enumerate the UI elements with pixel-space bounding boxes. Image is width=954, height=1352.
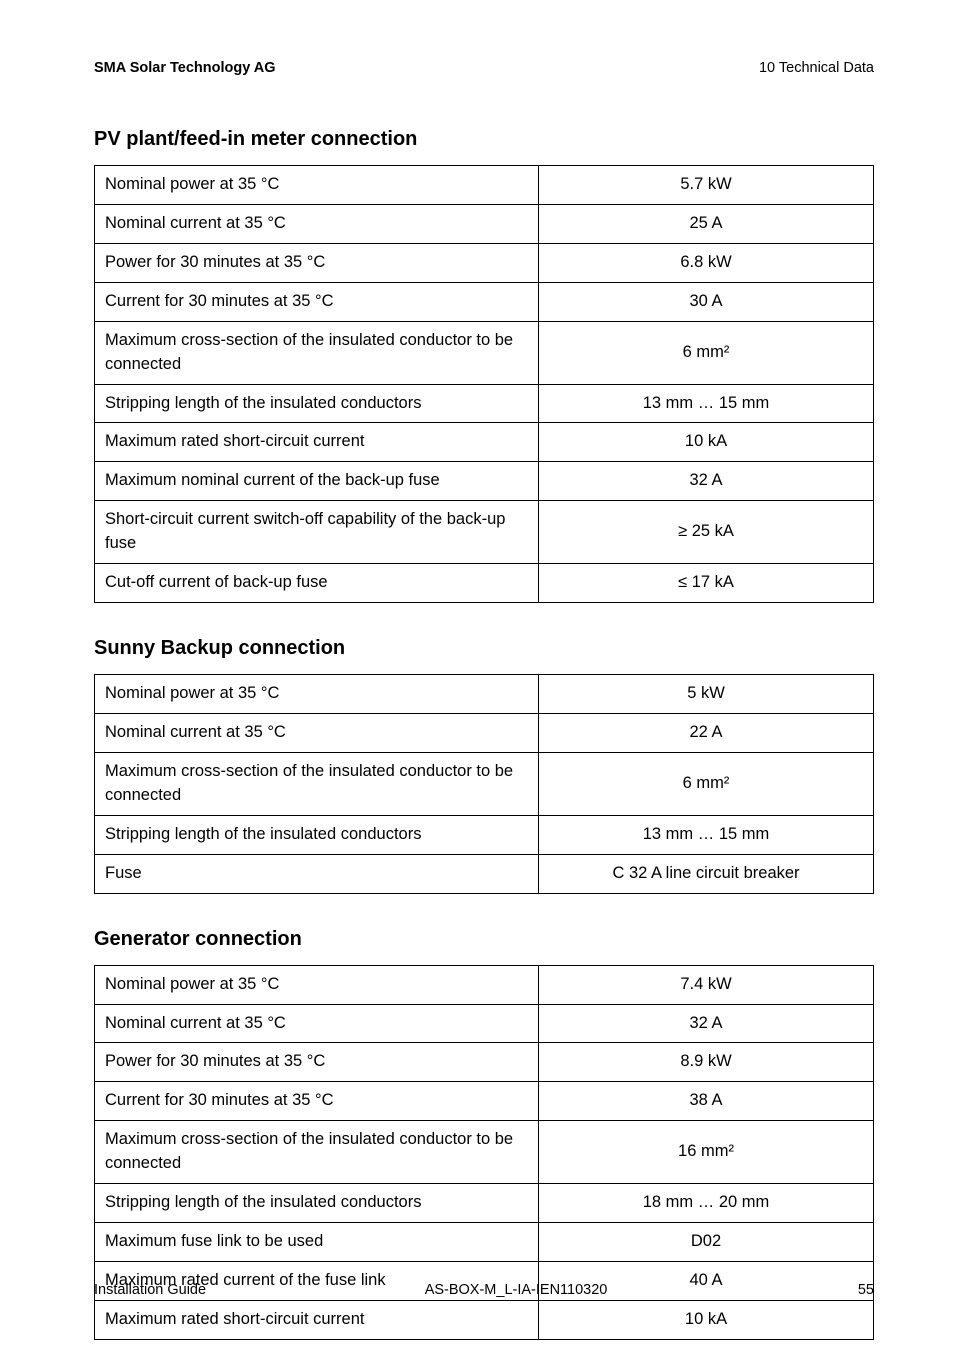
table-row: Maximum nominal current of the back-up f…: [95, 462, 874, 501]
table-row: Power for 30 minutes at 35 °C8.9 kW: [95, 1043, 874, 1082]
table-row: Nominal power at 35 °C5.7 kW: [95, 166, 874, 205]
table-row: Maximum rated short-circuit current10 kA: [95, 423, 874, 462]
table-row: Maximum cross-section of the insulated c…: [95, 1121, 874, 1184]
table-row: Current for 30 minutes at 35 °C30 A: [95, 282, 874, 321]
spec-value: 5.7 kW: [539, 166, 874, 205]
spec-label: Current for 30 minutes at 35 °C: [95, 282, 539, 321]
spec-table: Nominal power at 35 °C5 kWNominal curren…: [94, 674, 874, 894]
spec-value: ≥ 25 kA: [539, 501, 874, 564]
page-header: SMA Solar Technology AG 10 Technical Dat…: [94, 60, 874, 76]
spec-table: Nominal power at 35 °C5.7 kWNominal curr…: [94, 165, 874, 603]
table-row: Maximum fuse link to be usedD02: [95, 1223, 874, 1262]
spec-value: C 32 A line circuit breaker: [539, 854, 874, 893]
spec-value: 25 A: [539, 204, 874, 243]
spec-label: Maximum cross-section of the insulated c…: [95, 752, 539, 815]
spec-label: Nominal current at 35 °C: [95, 204, 539, 243]
section-heading: PV plant/feed-in meter connection: [94, 128, 874, 151]
table-row: Stripping length of the insulated conduc…: [95, 384, 874, 423]
footer-left: Installation Guide: [94, 1282, 206, 1298]
table-row: Stripping length of the insulated conduc…: [95, 1184, 874, 1223]
spec-value: 18 mm … 20 mm: [539, 1184, 874, 1223]
spec-label: Nominal power at 35 °C: [95, 675, 539, 714]
spec-value: ≤ 17 kA: [539, 564, 874, 603]
table-row: Maximum rated short-circuit current10 kA: [95, 1300, 874, 1339]
spec-value: 32 A: [539, 1004, 874, 1043]
spec-value: 32 A: [539, 462, 874, 501]
spec-label: Maximum rated short-circuit current: [95, 1300, 539, 1339]
footer-page-number: 55: [826, 1282, 874, 1298]
spec-value: 6.8 kW: [539, 243, 874, 282]
spec-label: Nominal power at 35 °C: [95, 166, 539, 205]
spec-label: Current for 30 minutes at 35 °C: [95, 1082, 539, 1121]
section-heading: Sunny Backup connection: [94, 637, 874, 660]
table-row: Nominal power at 35 °C5 kW: [95, 675, 874, 714]
table-row: FuseC 32 A line circuit breaker: [95, 854, 874, 893]
spec-value: 10 kA: [539, 1300, 874, 1339]
spec-label: Nominal current at 35 °C: [95, 1004, 539, 1043]
spec-value: 13 mm … 15 mm: [539, 815, 874, 854]
table-row: Short-circuit current switch-off capabil…: [95, 501, 874, 564]
header-left: SMA Solar Technology AG: [94, 60, 276, 76]
spec-value: 5 kW: [539, 675, 874, 714]
spec-value: 10 kA: [539, 423, 874, 462]
table-row: Cut-off current of back-up fuse≤ 17 kA: [95, 564, 874, 603]
table-row: Nominal current at 35 °C32 A: [95, 1004, 874, 1043]
spec-label: Nominal power at 35 °C: [95, 965, 539, 1004]
spec-value: 6 mm²: [539, 752, 874, 815]
table-row: Nominal current at 35 °C22 A: [95, 713, 874, 752]
table-row: Nominal current at 35 °C25 A: [95, 204, 874, 243]
table-row: Maximum cross-section of the insulated c…: [95, 321, 874, 384]
spec-label: Power for 30 minutes at 35 °C: [95, 1043, 539, 1082]
spec-label: Nominal current at 35 °C: [95, 713, 539, 752]
spec-label: Short-circuit current switch-off capabil…: [95, 501, 539, 564]
table-row: Current for 30 minutes at 35 °C38 A: [95, 1082, 874, 1121]
spec-label: Maximum fuse link to be used: [95, 1223, 539, 1262]
spec-value: 8.9 kW: [539, 1043, 874, 1082]
section-heading: Generator connection: [94, 928, 874, 951]
table-row: Stripping length of the insulated conduc…: [95, 815, 874, 854]
table-row: Maximum cross-section of the insulated c…: [95, 752, 874, 815]
spec-value: 13 mm … 15 mm: [539, 384, 874, 423]
header-right: 10 Technical Data: [759, 60, 874, 76]
spec-label: Stripping length of the insulated conduc…: [95, 1184, 539, 1223]
table-row: Nominal power at 35 °C7.4 kW: [95, 965, 874, 1004]
spec-label: Stripping length of the insulated conduc…: [95, 815, 539, 854]
page-footer: Installation Guide AS-BOX-M_L-IA-IEN1103…: [94, 1282, 874, 1298]
spec-label: Power for 30 minutes at 35 °C: [95, 243, 539, 282]
spec-value: 7.4 kW: [539, 965, 874, 1004]
footer-center: AS-BOX-M_L-IA-IEN110320: [425, 1282, 608, 1298]
spec-value: 16 mm²: [539, 1121, 874, 1184]
table-row: Power for 30 minutes at 35 °C6.8 kW: [95, 243, 874, 282]
spec-label: Maximum nominal current of the back-up f…: [95, 462, 539, 501]
spec-value: D02: [539, 1223, 874, 1262]
spec-label: Cut-off current of back-up fuse: [95, 564, 539, 603]
spec-value: 38 A: [539, 1082, 874, 1121]
spec-value: 6 mm²: [539, 321, 874, 384]
spec-label: Stripping length of the insulated conduc…: [95, 384, 539, 423]
spec-value: 22 A: [539, 713, 874, 752]
spec-label: Maximum cross-section of the insulated c…: [95, 321, 539, 384]
content-area: PV plant/feed-in meter connection Nominal…: [94, 128, 874, 1340]
spec-label: Maximum rated short-circuit current: [95, 423, 539, 462]
spec-label: Fuse: [95, 854, 539, 893]
spec-value: 30 A: [539, 282, 874, 321]
spec-label: Maximum cross-section of the insulated c…: [95, 1121, 539, 1184]
